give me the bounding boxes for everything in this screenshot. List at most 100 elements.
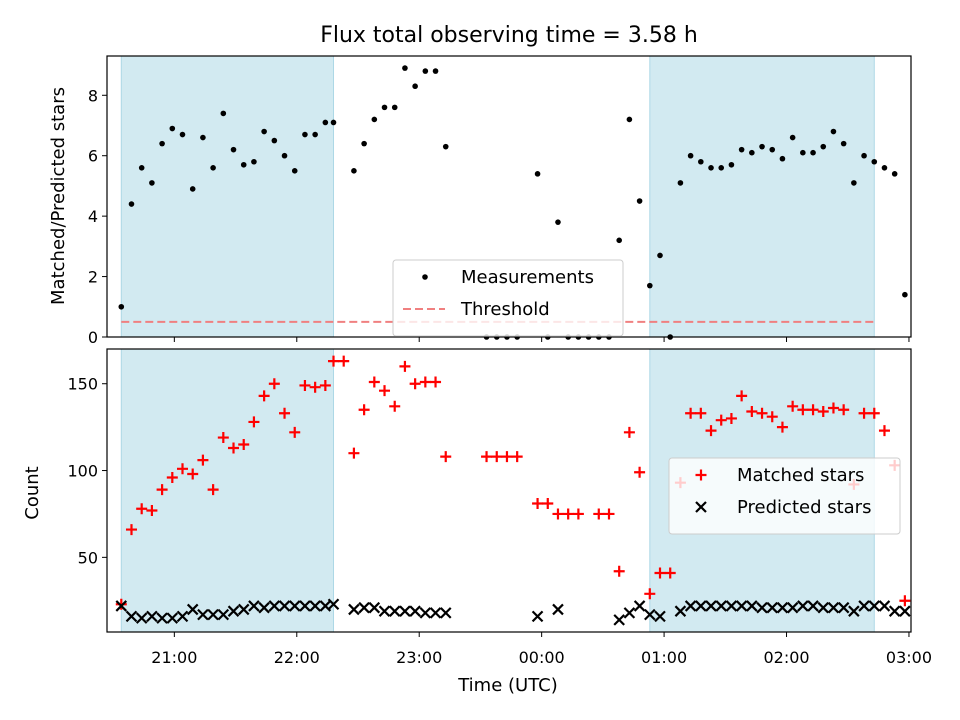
shaded-region (120, 55, 335, 338)
measurement-point (361, 140, 367, 147)
predicted-star-point (827, 601, 840, 614)
x-tick-label: 02:00 (763, 648, 809, 667)
measurement-point (534, 171, 541, 177)
predicted-star-point (217, 608, 230, 621)
predicted-star-point (146, 610, 158, 623)
matched-star-point (217, 432, 229, 444)
matched-star-point (878, 425, 890, 437)
predicted-star-point (654, 610, 666, 623)
predicted-star-point (176, 610, 189, 623)
predicted-star-point (888, 605, 901, 617)
matched-star-point (328, 355, 340, 367)
matched-star-point (715, 414, 727, 426)
predicted-star-point (817, 601, 830, 614)
matched-star-point (562, 508, 574, 520)
predicted-star-point (633, 600, 646, 612)
predicted-star-point (348, 603, 360, 616)
predicted-star-point (807, 600, 819, 612)
x-axis-label: Time (UTC) (457, 675, 558, 696)
predicted-star-point (358, 601, 370, 614)
measurement-point (749, 149, 755, 156)
legend: Measurements Threshold (392, 259, 624, 337)
legend-predicted-swatch (695, 501, 707, 513)
matched-star-point (623, 426, 635, 438)
predicted-star-point (197, 608, 209, 621)
predicted-star-point (258, 601, 270, 614)
matched-star-point (593, 508, 605, 520)
measurement-point (881, 164, 888, 171)
matched-star-point (654, 567, 666, 579)
axes-frame (106, 55, 912, 338)
predicted-star-point (715, 600, 728, 612)
matched-star-point (858, 407, 870, 419)
predicted-star-point (776, 601, 789, 614)
matched-star-point (705, 425, 717, 437)
measurement-point (616, 237, 622, 244)
matched-star-point (289, 426, 301, 438)
matched-star-point (756, 407, 768, 419)
measurement-point (149, 180, 155, 186)
matched-star-point (368, 376, 380, 388)
predicted-star-point (695, 600, 707, 612)
predicted-star-point (786, 601, 799, 614)
matched-star-point (481, 451, 493, 463)
predicted-star-point (674, 605, 687, 617)
predicted-star-point (684, 600, 697, 612)
matched-star-point (695, 407, 707, 419)
measurement-point (779, 155, 786, 162)
measurement-point (789, 134, 796, 141)
measurement-point (189, 186, 196, 192)
measurement-point (291, 168, 298, 174)
measurement-point (555, 219, 561, 225)
matched-star-point (197, 454, 209, 466)
measurement-point (830, 128, 837, 135)
measurement-point (810, 149, 816, 156)
measurement-point (271, 137, 278, 144)
bottom-y-axis-label: Count (22, 466, 43, 519)
predicted-star-point (248, 600, 260, 612)
flux-ratio-panel: 0 2 4 6 8 Measurements Threshold (88, 55, 912, 347)
predicted-star-point (135, 612, 148, 624)
matched-star-point (613, 565, 625, 577)
matched-star-point (746, 406, 758, 418)
predicted-star-point (166, 612, 179, 624)
measurement-point (647, 282, 653, 289)
measurement-point (281, 152, 288, 159)
matched-star-point (491, 451, 503, 463)
measurement-point (159, 140, 165, 147)
legend-label: Measurements (461, 267, 594, 288)
predicted-star-point (156, 612, 168, 624)
predicted-star-point (439, 607, 452, 619)
x-tick-label: 22:00 (274, 648, 320, 667)
matched-star-point (440, 451, 452, 463)
predicted-star-point (309, 600, 321, 612)
matched-star-point (319, 379, 331, 391)
measurement-point (769, 146, 776, 153)
measurement-point (230, 146, 237, 153)
predicted-star-point (378, 605, 391, 617)
predicted-star-point (388, 605, 401, 617)
matched-star-point (187, 468, 199, 480)
matched-star-point (279, 407, 291, 419)
predicted-star-point (186, 603, 199, 616)
y-tick-label: 6 (88, 147, 98, 166)
matched-star-point (419, 376, 431, 388)
measurement-point (210, 164, 216, 171)
measurement-point (381, 104, 388, 111)
predicted-star-point (299, 600, 311, 612)
predicted-star-point (878, 600, 891, 612)
predicted-star-point (797, 600, 809, 612)
matched-star-point (258, 390, 270, 402)
matched-star-point (238, 438, 250, 450)
predicted-star-point (368, 601, 381, 614)
matched-star-point (634, 466, 646, 478)
matched-star-point (766, 411, 778, 423)
predicted-star-point (644, 608, 656, 621)
legend-matched-swatch (695, 469, 707, 481)
predicted-star-point (746, 600, 758, 612)
measurement-point (261, 128, 267, 135)
measurement-point (432, 68, 439, 74)
predicted-star-point (552, 603, 564, 616)
matched-star-point (644, 588, 656, 600)
y-tick-label: 8 (88, 86, 98, 105)
